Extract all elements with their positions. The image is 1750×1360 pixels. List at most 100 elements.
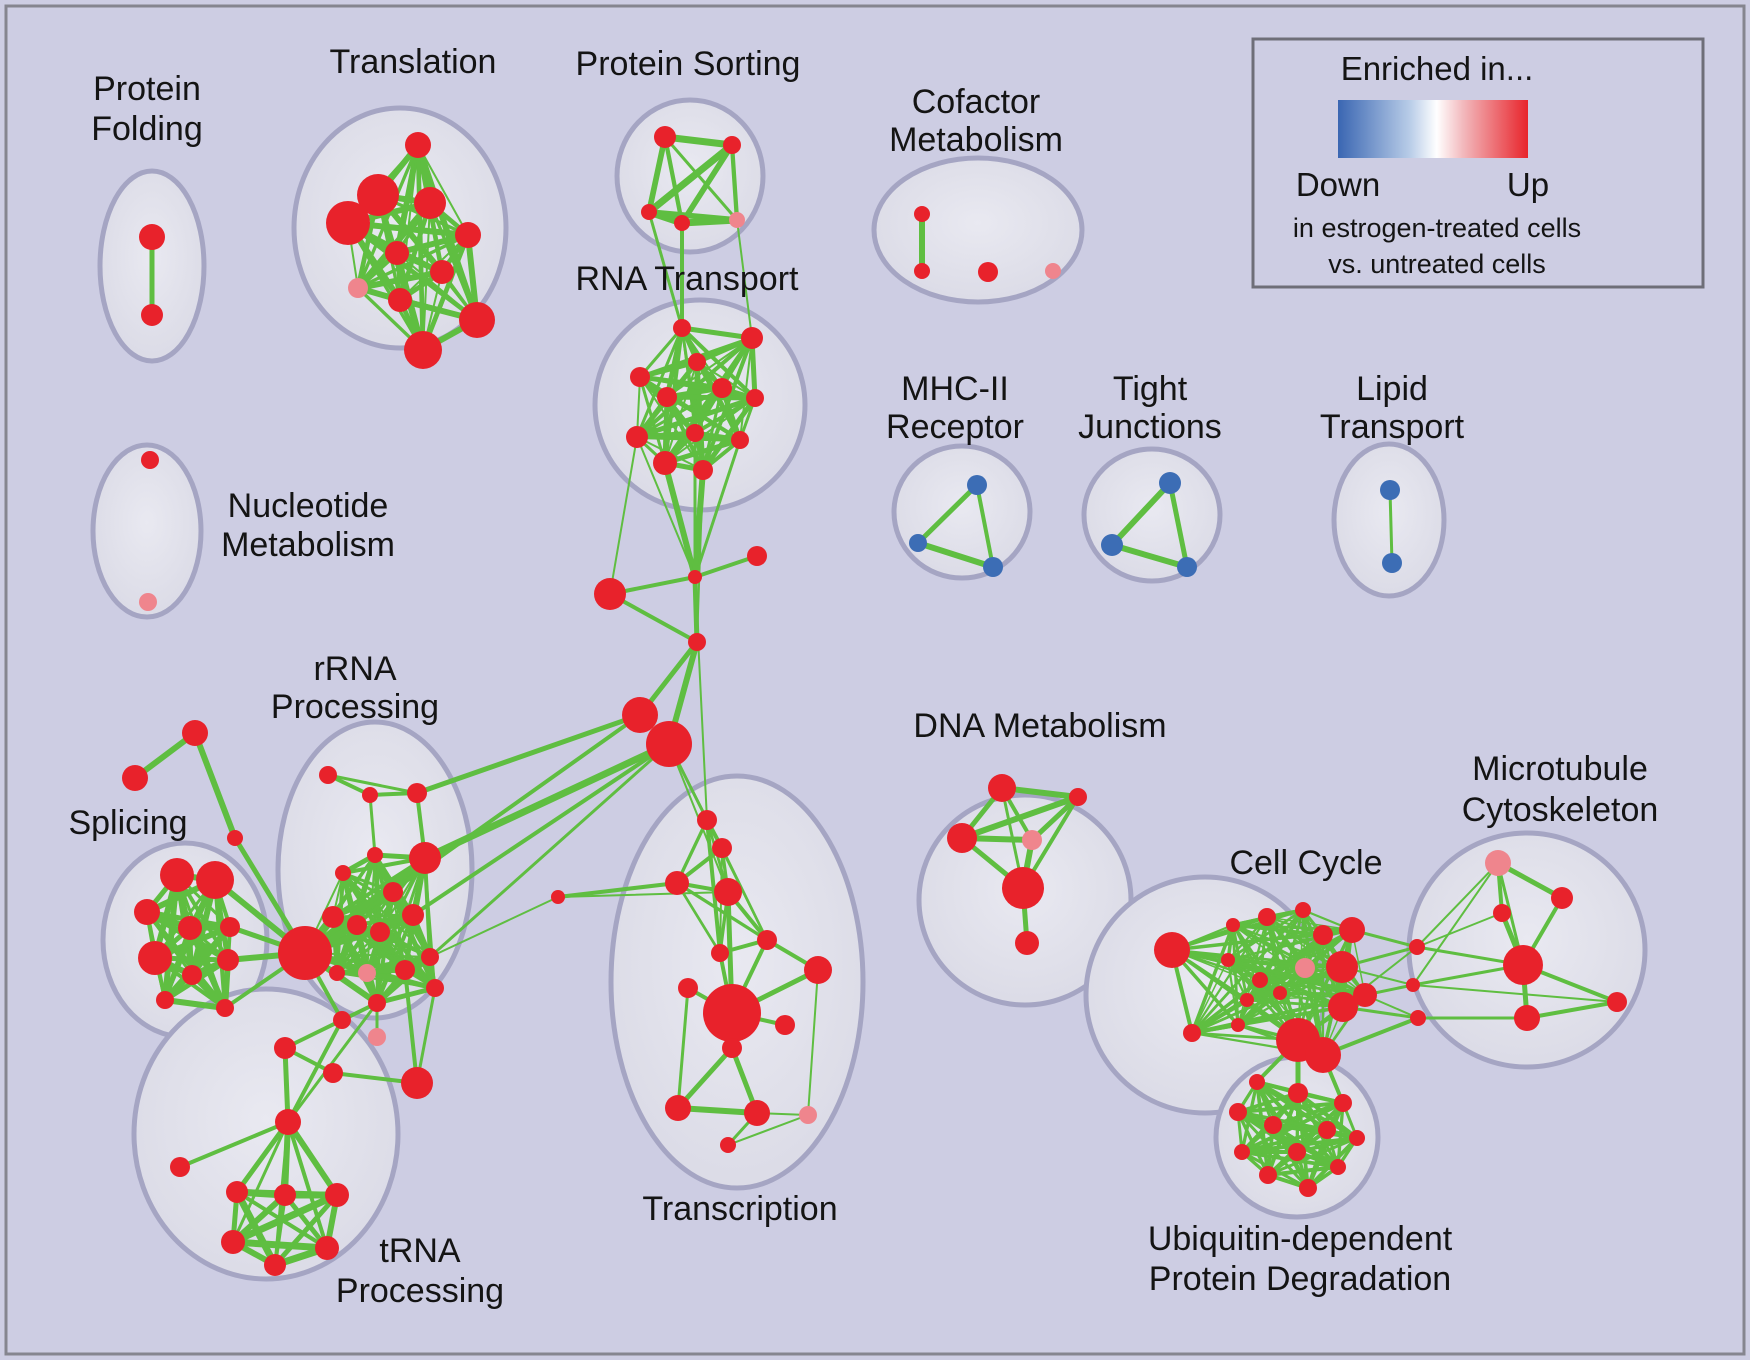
node-rr6[interactable] bbox=[409, 842, 441, 874]
node-lt2[interactable] bbox=[1382, 553, 1402, 573]
node-ub3[interactable] bbox=[1334, 1094, 1352, 1112]
node-tr6[interactable] bbox=[385, 241, 409, 265]
node-tn9[interactable] bbox=[274, 1037, 296, 1059]
node-ub2[interactable] bbox=[1288, 1083, 1308, 1103]
node-rr5[interactable] bbox=[367, 847, 383, 863]
node-ub12[interactable] bbox=[1299, 1179, 1317, 1197]
node-rr19[interactable] bbox=[426, 979, 444, 997]
node-tn1[interactable] bbox=[275, 1109, 301, 1135]
node-tn10[interactable] bbox=[323, 1063, 343, 1083]
node-tc1[interactable] bbox=[697, 810, 717, 830]
node-sp9[interactable] bbox=[216, 999, 234, 1017]
node-nm1[interactable] bbox=[141, 451, 159, 469]
node-tc9[interactable] bbox=[678, 978, 698, 998]
node-mh1[interactable] bbox=[967, 475, 987, 495]
node-tc8[interactable] bbox=[804, 956, 832, 984]
node-cc12[interactable] bbox=[1328, 992, 1358, 1022]
node-cc14[interactable] bbox=[1231, 1018, 1245, 1032]
node-rr16[interactable] bbox=[421, 948, 439, 966]
node-mt4[interactable] bbox=[1503, 945, 1543, 985]
node-cc2[interactable] bbox=[1258, 908, 1276, 926]
node-tg2[interactable] bbox=[122, 765, 148, 791]
node-tg3[interactable] bbox=[227, 830, 243, 846]
node-rr7[interactable] bbox=[383, 882, 403, 902]
node-sp2[interactable] bbox=[196, 861, 234, 899]
node-cc17[interactable] bbox=[1221, 953, 1235, 967]
node-mt5[interactable] bbox=[1514, 1005, 1540, 1031]
node-cf2[interactable] bbox=[914, 263, 930, 279]
node-rr8[interactable] bbox=[322, 906, 344, 928]
node-sp5[interactable] bbox=[220, 917, 240, 937]
node-mt2[interactable] bbox=[1551, 887, 1573, 909]
node-ps5[interactable] bbox=[729, 212, 745, 228]
node-tr3[interactable] bbox=[414, 187, 446, 219]
node-ub4[interactable] bbox=[1229, 1103, 1247, 1121]
node-cc16[interactable] bbox=[1305, 1037, 1341, 1073]
node-ub11[interactable] bbox=[1259, 1166, 1277, 1184]
node-tr7[interactable] bbox=[430, 260, 454, 284]
node-tn8[interactable] bbox=[264, 1254, 286, 1276]
node-rr2[interactable] bbox=[362, 787, 378, 803]
node-mt3[interactable] bbox=[1493, 904, 1511, 922]
node-tc14[interactable] bbox=[744, 1100, 770, 1126]
node-rr9[interactable] bbox=[347, 915, 367, 935]
node-ub9[interactable] bbox=[1288, 1143, 1306, 1161]
node-rt6[interactable] bbox=[657, 387, 677, 407]
node-cf3[interactable] bbox=[978, 262, 998, 282]
node-tr10[interactable] bbox=[459, 302, 495, 338]
node-cf1[interactable] bbox=[914, 206, 930, 222]
node-tr5[interactable] bbox=[455, 222, 481, 248]
node-tr9[interactable] bbox=[388, 288, 412, 312]
node-tc15[interactable] bbox=[799, 1106, 817, 1124]
node-tn6[interactable] bbox=[221, 1230, 245, 1254]
node-rt2[interactable] bbox=[741, 327, 763, 349]
node-tj1[interactable] bbox=[1159, 472, 1181, 494]
node-rr4[interactable] bbox=[335, 865, 351, 881]
node-cc9[interactable] bbox=[1273, 986, 1287, 1000]
node-rr11[interactable] bbox=[402, 904, 424, 926]
node-dm1[interactable] bbox=[988, 774, 1016, 802]
node-dm5[interactable] bbox=[1002, 867, 1044, 909]
node-rt5[interactable] bbox=[712, 378, 732, 398]
node-sp8[interactable] bbox=[217, 949, 239, 971]
node-rr17[interactable] bbox=[368, 994, 386, 1012]
node-tc13[interactable] bbox=[665, 1095, 691, 1121]
node-rt9[interactable] bbox=[686, 424, 704, 442]
node-rr10[interactable] bbox=[370, 922, 390, 942]
node-ub10[interactable] bbox=[1330, 1159, 1346, 1175]
node-mt6[interactable] bbox=[1607, 992, 1627, 1012]
node-tc10[interactable] bbox=[703, 984, 761, 1042]
node-rr18[interactable] bbox=[333, 1011, 351, 1029]
node-ps1[interactable] bbox=[654, 126, 676, 148]
node-tn3[interactable] bbox=[226, 1181, 248, 1203]
node-ub7[interactable] bbox=[1349, 1130, 1365, 1146]
node-hub1[interactable] bbox=[622, 697, 658, 733]
node-tn5[interactable] bbox=[325, 1183, 349, 1207]
node-nm2[interactable] bbox=[139, 593, 157, 611]
node-cn2[interactable] bbox=[747, 546, 767, 566]
node-cx2[interactable] bbox=[1406, 978, 1420, 992]
node-lt1[interactable] bbox=[1380, 480, 1400, 500]
node-dm3[interactable] bbox=[947, 823, 977, 853]
node-cx3[interactable] bbox=[1410, 1010, 1426, 1026]
node-cn1[interactable] bbox=[688, 570, 702, 584]
node-rt11[interactable] bbox=[653, 451, 677, 475]
node-tr1[interactable] bbox=[405, 132, 431, 158]
node-sp10[interactable] bbox=[156, 991, 174, 1009]
node-cc13[interactable] bbox=[1183, 1024, 1201, 1042]
node-cn3[interactable] bbox=[594, 578, 626, 610]
node-ub1[interactable] bbox=[1249, 1074, 1265, 1090]
node-cn4[interactable] bbox=[688, 633, 706, 651]
node-rt4[interactable] bbox=[630, 367, 650, 387]
node-rt3[interactable] bbox=[688, 353, 706, 371]
node-sp3[interactable] bbox=[134, 899, 160, 925]
node-sp4[interactable] bbox=[178, 916, 202, 940]
node-tr2[interactable] bbox=[357, 174, 399, 216]
node-sp1[interactable] bbox=[160, 858, 194, 892]
node-cf4[interactable] bbox=[1045, 263, 1061, 279]
node-rr14[interactable] bbox=[329, 965, 345, 981]
node-rr13[interactable] bbox=[358, 964, 376, 982]
node-tr8[interactable] bbox=[348, 278, 368, 298]
node-tc16[interactable] bbox=[720, 1137, 736, 1153]
node-rt10[interactable] bbox=[731, 431, 749, 449]
